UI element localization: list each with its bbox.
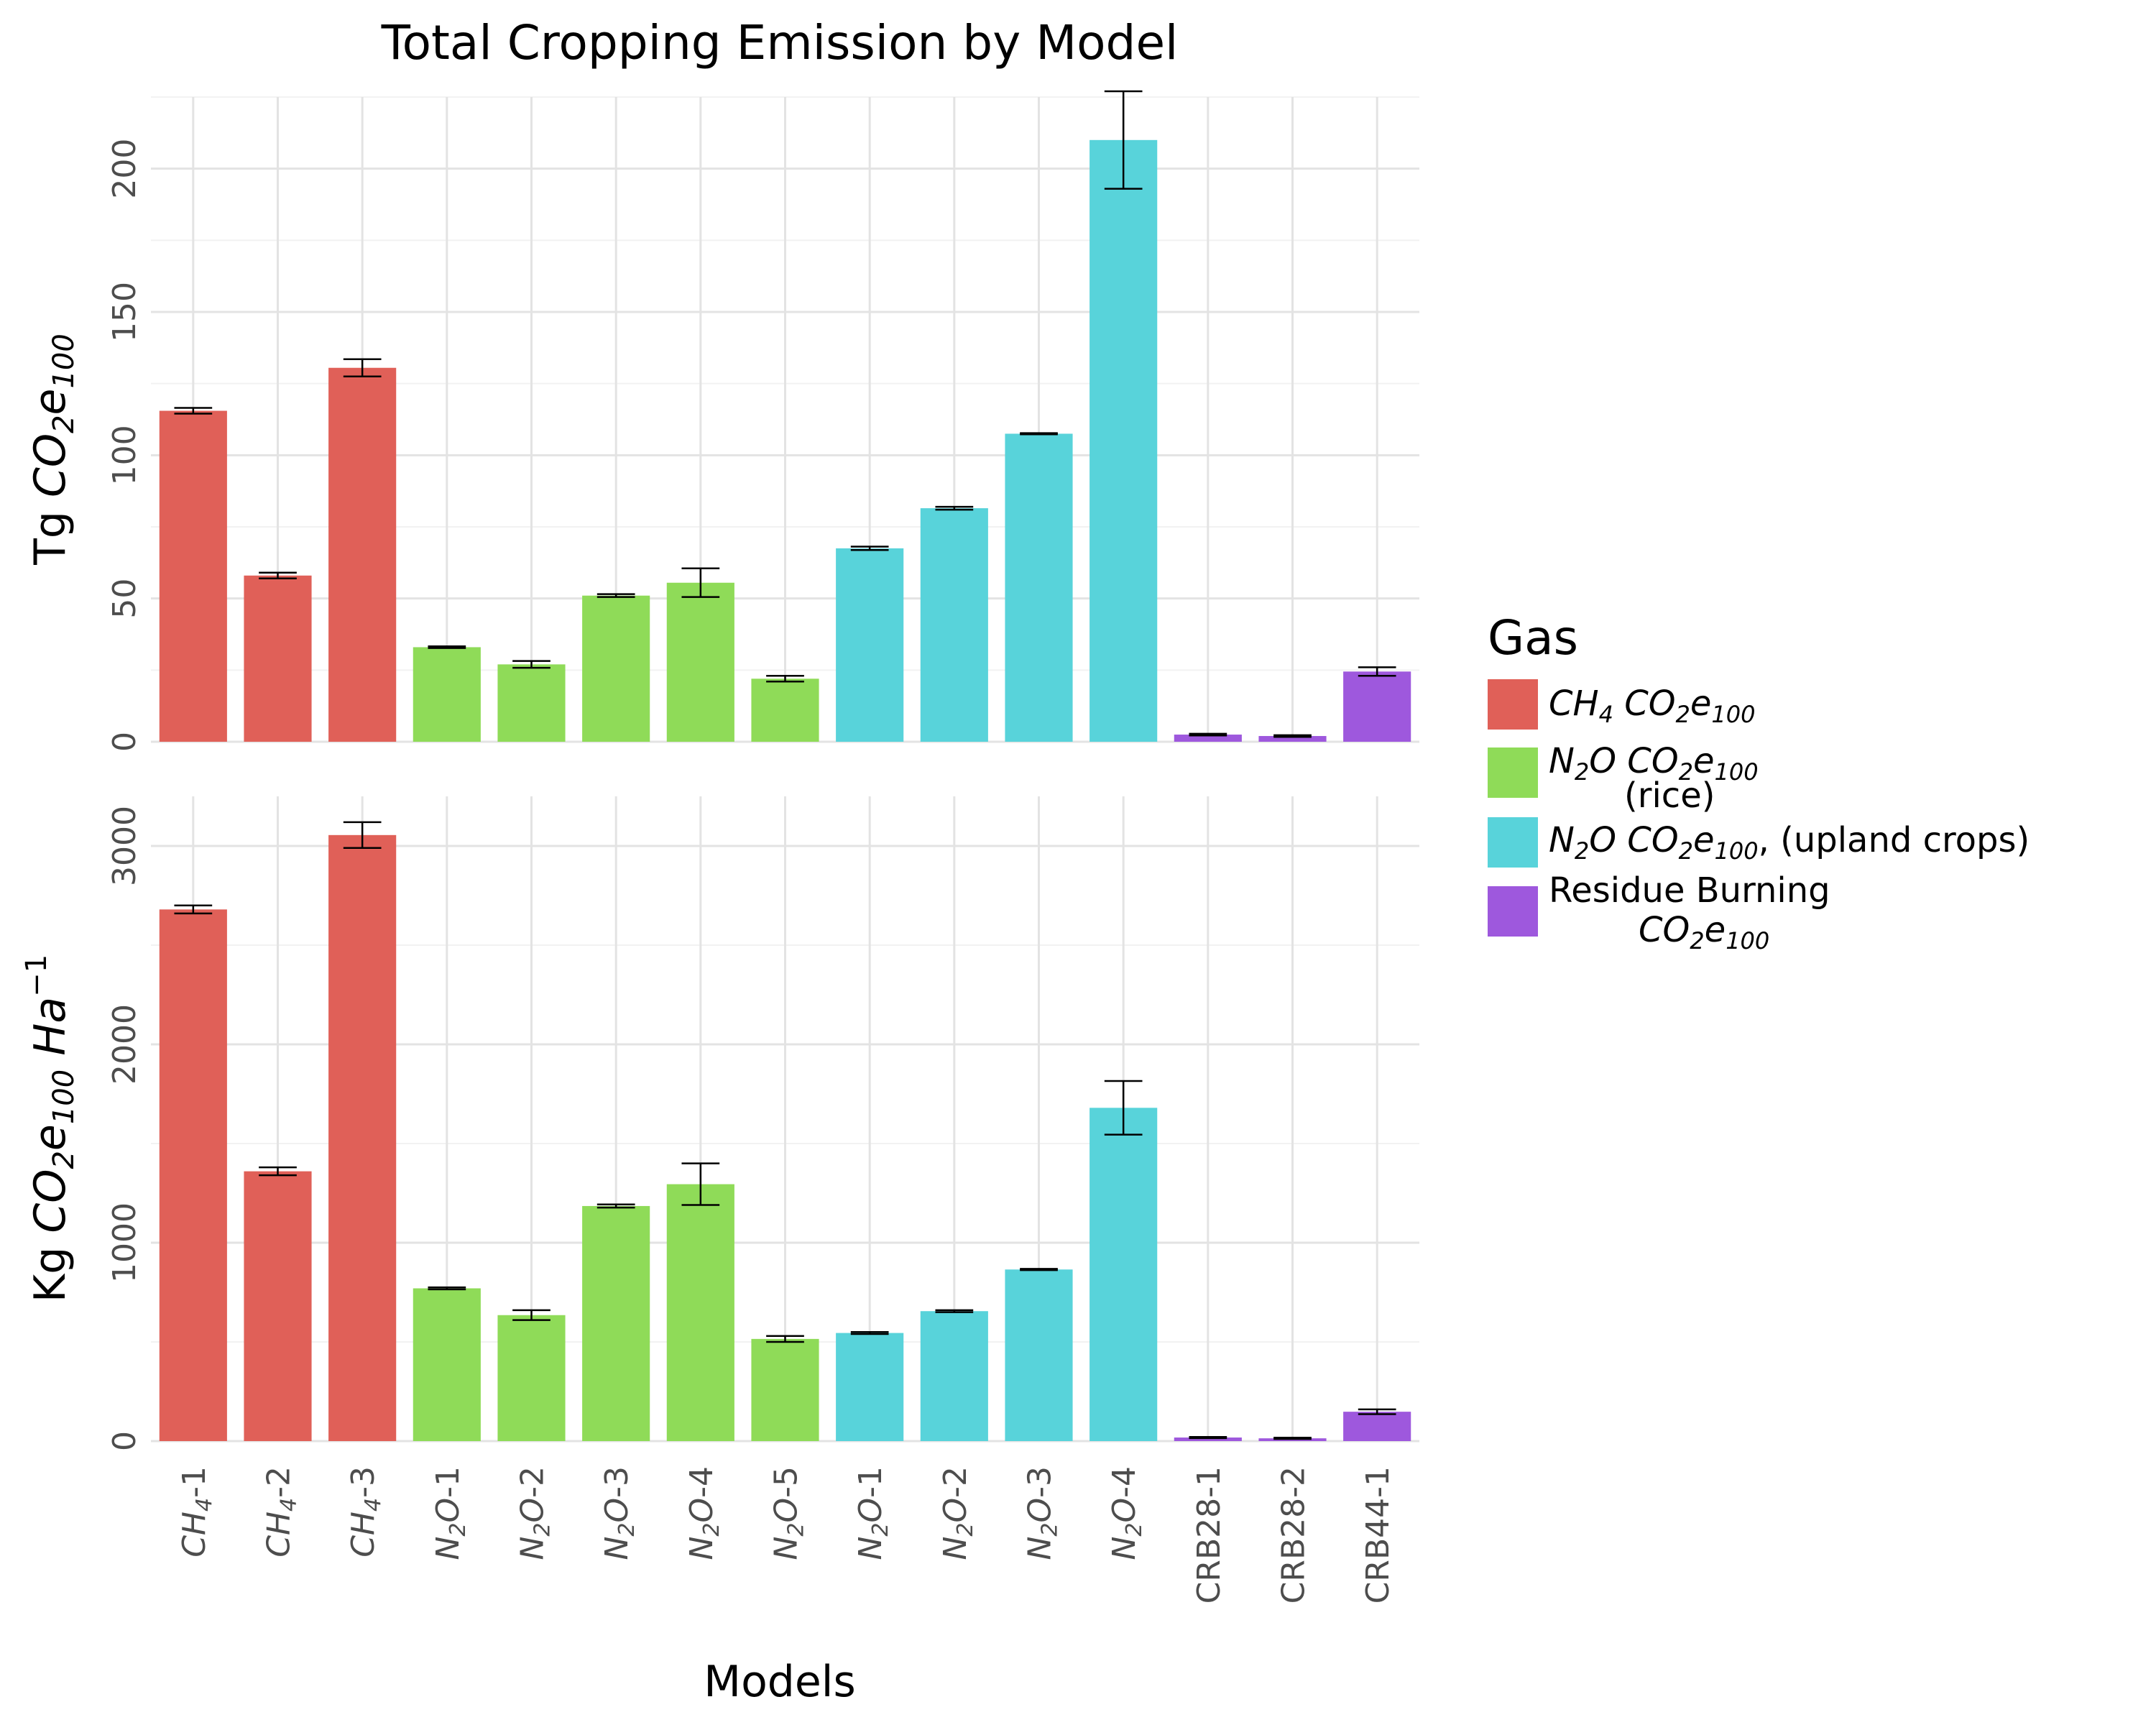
y-tick-label: 2000	[106, 1004, 143, 1085]
x-axis-ticks: CH4-1 CH4-2 CH4-3 N2O-1 N2O-2 N2O-3 N2O-4 N2O-5…	[176, 1466, 1396, 1604]
x-tick-label: N2O-1	[852, 1466, 893, 1560]
bar	[836, 548, 904, 742]
y-tick-label: 200	[106, 139, 143, 199]
bar	[1174, 1438, 1242, 1441]
y-tick-label: 3000	[106, 806, 143, 886]
legend: Gas CH4 CO2e100 N2O CO2e100 (rice) N2O CO…	[1488, 610, 2030, 954]
bar	[666, 1184, 734, 1441]
x-tick-label: N2O-3	[599, 1466, 640, 1560]
bar	[328, 367, 397, 742]
bar	[1089, 139, 1158, 742]
bar	[244, 1171, 312, 1441]
bar	[159, 909, 227, 1441]
y-tick-label: 100	[106, 425, 143, 485]
x-tick-label: CH4-2	[261, 1466, 302, 1558]
legend-label-ch4: CH4 CO2e100	[1549, 684, 1756, 728]
bar	[582, 1205, 650, 1441]
bar	[751, 1338, 819, 1441]
bar	[1089, 1108, 1158, 1441]
bar	[328, 834, 397, 1441]
legend-swatch-n2o-rice	[1488, 748, 1538, 798]
bar	[1005, 1269, 1073, 1441]
y-tick-label: 50	[106, 579, 143, 619]
legend-label-residue: Residue Burning CO2e100	[1549, 870, 1830, 954]
bar	[666, 582, 734, 742]
legend-title: Gas	[1488, 610, 1578, 666]
x-tick-label: CRB28-2	[1276, 1466, 1312, 1604]
chart-title: Total Cropping Emission by Model	[381, 15, 1179, 70]
x-tick-label: N2O-4	[1106, 1466, 1147, 1560]
x-tick-label: CRB44-1	[1360, 1466, 1396, 1604]
y-tick-label: 1000	[106, 1202, 143, 1283]
y-tick-label: 0	[106, 732, 143, 752]
x-axis-label: Models	[704, 1657, 855, 1707]
legend-swatch-residue	[1488, 886, 1538, 937]
y-axis-label-bottom: Kg CO2e100 Ha−1	[20, 954, 80, 1302]
bar	[244, 575, 312, 742]
bar	[582, 595, 650, 742]
x-tick-label: CRB28-1	[1191, 1466, 1227, 1604]
panel-top: 0 50 100 150 200	[106, 90, 1419, 752]
panel-bottom: 0 1000 2000 3000	[106, 796, 1419, 1451]
bar	[1343, 671, 1411, 742]
bar	[413, 1288, 481, 1441]
legend-swatch-ch4	[1488, 679, 1538, 730]
x-tick-label: N2O-3	[1022, 1466, 1063, 1560]
bar	[1005, 433, 1073, 742]
bar	[1174, 735, 1242, 742]
bar	[1258, 736, 1327, 742]
bar	[497, 664, 566, 742]
bar	[920, 1311, 988, 1441]
y-axis-label-top: Tg CO2e100	[25, 334, 80, 566]
bar	[1343, 1412, 1411, 1441]
legend-label-n2o-rice: N2O CO2e100 (rice)	[1549, 741, 1759, 816]
x-tick-label: CH4-1	[176, 1466, 217, 1558]
legend-swatch-n2o-upland	[1488, 817, 1538, 868]
x-tick-label: N2O-5	[768, 1466, 809, 1560]
bar	[920, 508, 988, 742]
bar	[159, 410, 227, 742]
bar	[751, 678, 819, 742]
x-tick-label: N2O-2	[515, 1466, 556, 1560]
bar	[497, 1315, 566, 1441]
y-tick-label: 150	[106, 282, 143, 342]
y-tick-label: 0	[106, 1431, 143, 1451]
bar	[413, 647, 481, 742]
x-tick-label: CH4-3	[345, 1466, 386, 1558]
x-tick-label: N2O-1	[430, 1466, 471, 1560]
x-tick-label: N2O-2	[937, 1466, 978, 1560]
legend-label-n2o-upland: N2O CO2e100, (upland crops)	[1549, 820, 2030, 865]
x-tick-label: N2O-4	[683, 1466, 724, 1560]
bar	[836, 1333, 904, 1441]
